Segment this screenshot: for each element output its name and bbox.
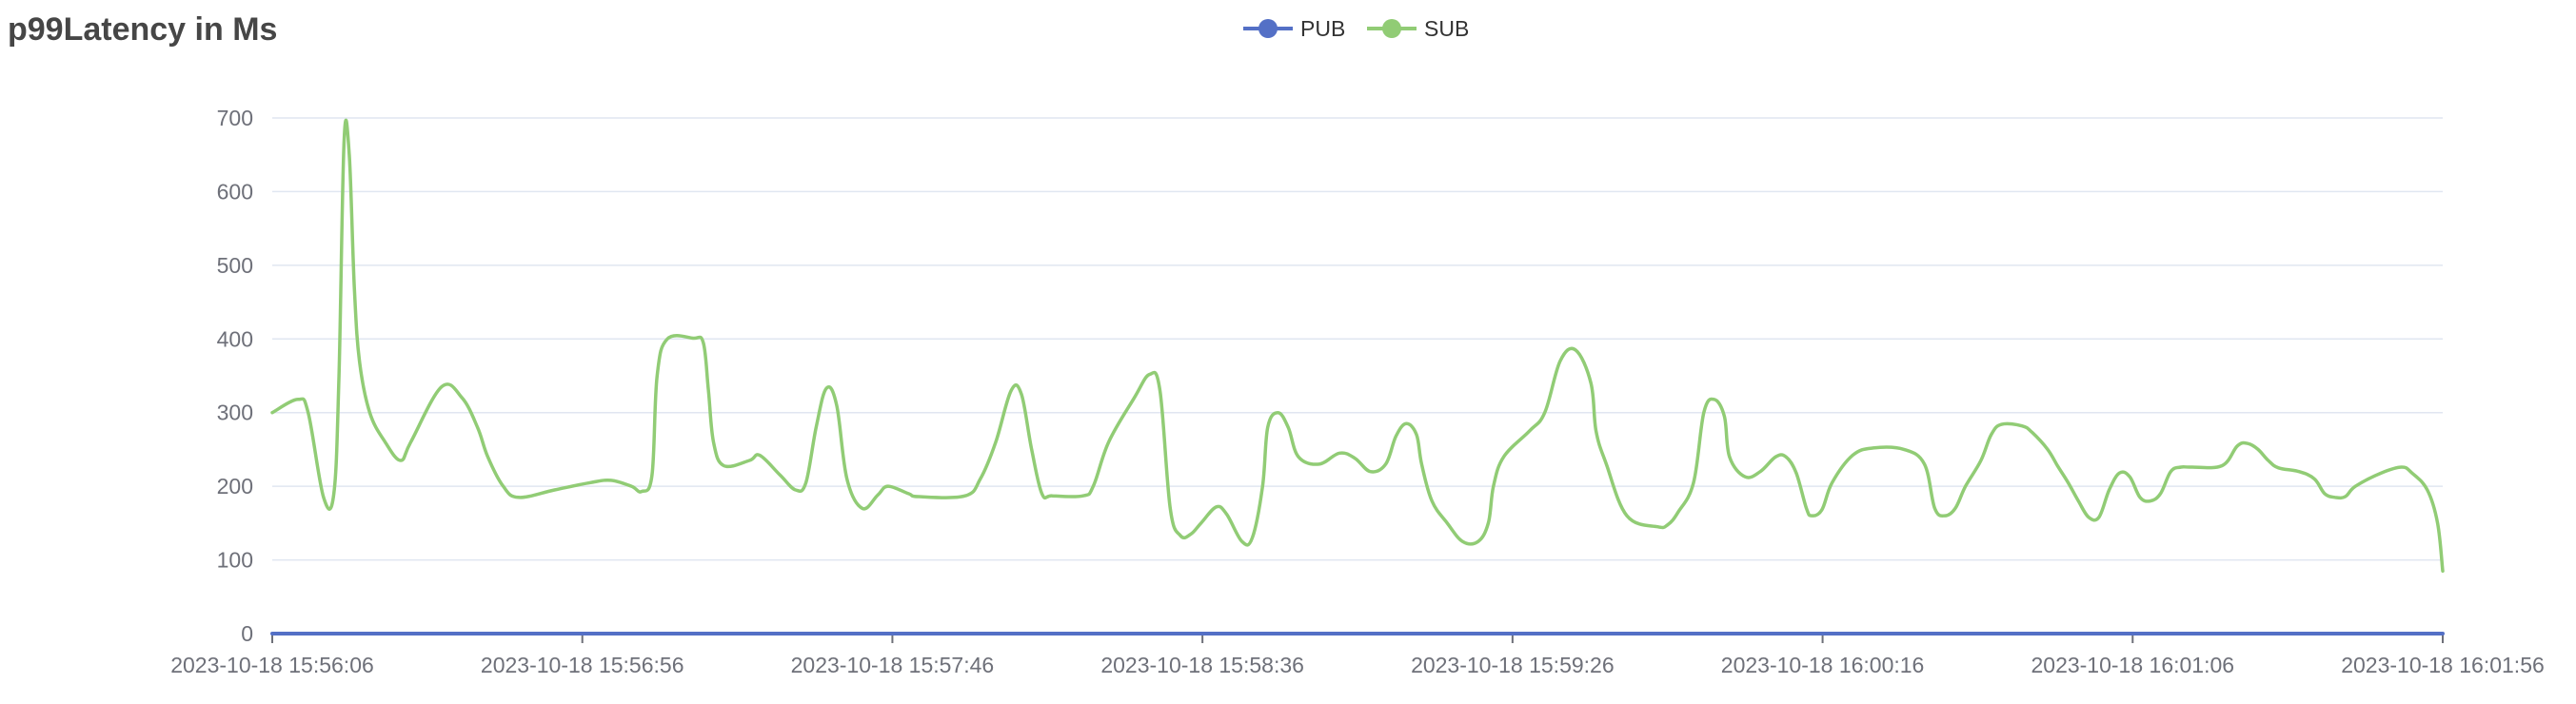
x-tick-label: 2023-10-18 15:56:06 [170,653,374,677]
legend-item-sub[interactable]: SUB [1367,10,1469,48]
x-tick-label: 2023-10-18 15:58:36 [1100,653,1304,677]
x-tick-label: 2023-10-18 15:57:46 [791,653,995,677]
y-tick-label: 300 [217,401,253,425]
chart-legend: PUB SUB [0,10,2576,48]
y-tick-label: 0 [241,621,253,646]
x-tick-label: 2023-10-18 15:59:26 [1411,653,1615,677]
y-tick-label: 500 [217,253,253,278]
series-lines [270,118,2445,636]
legend-pub-marker [1243,19,1293,38]
x-tick-label: 2023-10-18 16:00:16 [1721,653,1925,677]
y-tick-label: 700 [217,106,253,130]
y-tick-label: 100 [217,548,253,573]
legend-sub-label: SUB [1424,15,1470,41]
legend-sub-marker [1367,19,1417,38]
x-tick-label: 2023-10-18 16:01:56 [2341,653,2545,677]
grid-lines [272,117,2443,561]
x-tick-label: 2023-10-18 15:56:56 [481,653,684,677]
y-axis: 0 100 200 300 400 500 600 700 [217,106,253,646]
y-tick-label: 600 [217,179,253,204]
x-axis: 2023-10-18 15:56:06 2023-10-18 15:56:56 20… [170,633,2545,677]
y-tick-label: 200 [217,474,253,499]
y-tick-label: 400 [217,326,253,351]
series-line-sub [270,118,2445,573]
x-tick-label: 2023-10-18 16:01:06 [2031,653,2234,677]
legend-item-pub[interactable]: PUB [1243,10,1345,48]
chart-title: p99Latency in Ms [8,11,278,48]
legend-pub-label: PUB [1300,15,1346,41]
